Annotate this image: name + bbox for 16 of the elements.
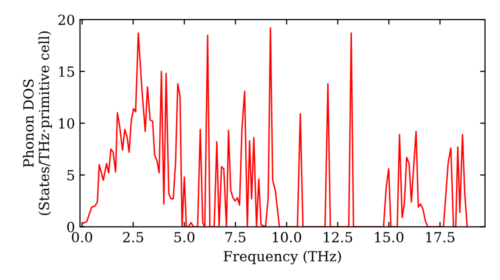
y-tick-label: 5 [67,170,74,180]
x-tick-label: 12.5 [324,232,352,242]
line-series [81,27,468,227]
y-tick-label: 10 [59,118,74,129]
x-tick-label: 17.5 [426,232,454,242]
x-tick-label: 10.0 [272,232,302,242]
y-tick-label: 0 [67,222,74,232]
y-tick-label: 15 [59,66,74,77]
x-tick-label: 15.0 [375,232,404,242]
x-tick-label: 7.5 [226,232,246,242]
y-axis-title: Phonon DOS (States/THz·primitive cell) [22,31,52,216]
y-tick-label: 20 [58,14,74,26]
x-tick-label: 5.0 [174,232,194,242]
x-tick-label: 2.5 [123,232,144,242]
x-axis-title: Frequency (THz) [224,250,341,264]
x-tick-label: 0.0 [72,232,92,242]
